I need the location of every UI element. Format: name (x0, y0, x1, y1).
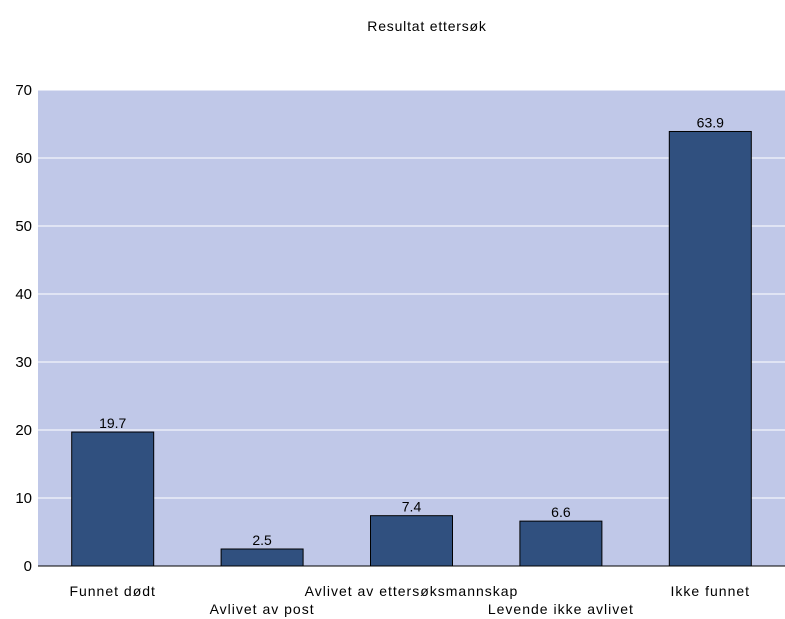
x-category-label: Funnet dødt (69, 583, 156, 599)
y-tick-label: 40 (15, 286, 32, 303)
y-tick-label: 30 (15, 354, 32, 371)
y-tick-label: 60 (15, 150, 32, 167)
y-tick-label: 10 (15, 490, 32, 507)
x-category-label: Avlivet av post (210, 601, 315, 617)
bar (519, 520, 603, 567)
bar (71, 431, 155, 567)
bar (220, 548, 304, 567)
x-category-label: Ikke funnet (671, 583, 751, 599)
y-tick-label: 0 (24, 558, 32, 575)
plot-background (38, 90, 785, 566)
data-label: 2.5 (252, 532, 272, 548)
data-label: 6.6 (551, 504, 571, 520)
data-label: 7.4 (402, 499, 422, 515)
y-tick-label: 70 (15, 82, 32, 99)
x-category-label: Avlivet av ettersøksmannskap (305, 583, 519, 599)
chart-title: Resultat ettersøk (367, 18, 487, 34)
bar (668, 130, 752, 567)
bar (370, 515, 453, 567)
y-tick-label: 20 (15, 422, 32, 439)
data-label: 19.7 (99, 415, 126, 431)
x-category-label: Levende ikke avlivet (488, 601, 634, 617)
plot-area: 0 10 20 30 40 50 60 70 19.7 Funnet dødt 2.5 Avlivet… (15, 82, 785, 617)
data-label: 63.9 (697, 114, 724, 130)
y-tick-label: 50 (15, 218, 32, 235)
